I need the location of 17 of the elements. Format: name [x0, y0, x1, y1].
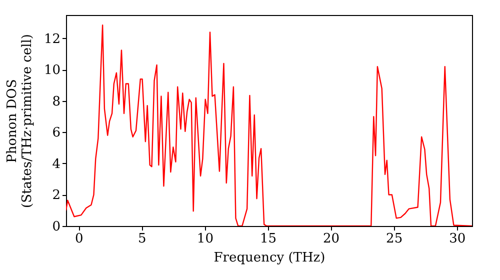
x-axis-title: Frequency (THz)	[214, 250, 326, 266]
y-tick-label: 12	[44, 32, 60, 47]
x-tick-label: 25	[386, 232, 403, 246]
y-tick-label: 8	[52, 94, 60, 110]
y-axis-title: Phonon DOS (States/THz·primitive cell)	[4, 34, 35, 208]
x-tick-label: 30	[449, 232, 466, 246]
y-tick-label: 0	[52, 220, 60, 234]
y-tick-label: 6	[52, 126, 60, 141]
line-series	[66, 24, 472, 226]
x-tick-label: 0	[74, 232, 84, 246]
x-tick-label: 10	[196, 232, 214, 246]
y-tick-label: 10	[44, 63, 60, 78]
y-tick-label: 4	[52, 156, 60, 172]
x-tick-label: 5	[138, 232, 146, 246]
x-tick-label: 20	[323, 232, 340, 246]
y-tick-label: 2	[52, 188, 60, 204]
x-tick-label: 15	[260, 232, 277, 246]
